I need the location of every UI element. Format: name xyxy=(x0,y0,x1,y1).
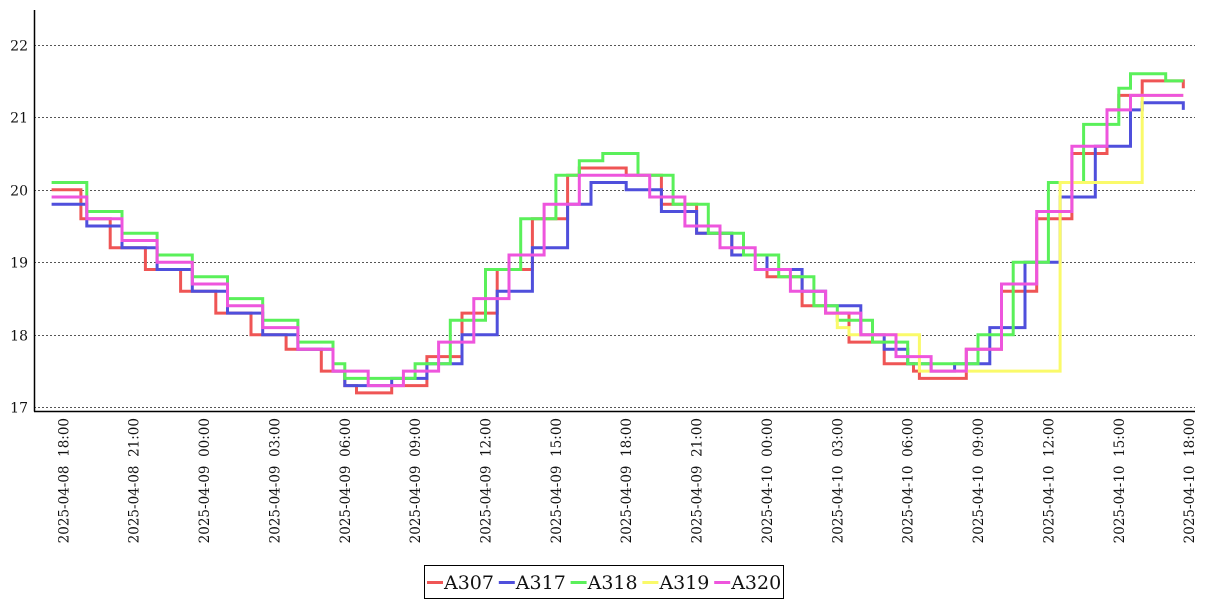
x-tick-label: 2025-04-08 18:00 xyxy=(56,418,72,543)
x-tick-label: 2025-04-10 00:00 xyxy=(760,418,776,543)
legend-label-a317: A317 xyxy=(515,572,566,594)
x-tick-label: 2025-04-10 09:00 xyxy=(971,418,987,543)
x-tick-label: 2025-04-10 03:00 xyxy=(830,418,846,543)
axes xyxy=(33,10,1195,413)
legend-label-a307: A307 xyxy=(443,572,494,594)
legend: A307 A317 A318 A319 A320 xyxy=(424,565,784,599)
x-tick-label: 2025-04-09 12:00 xyxy=(479,418,495,543)
y-tick-label: 18 xyxy=(10,329,28,345)
x-tick-label: 2025-04-09 09:00 xyxy=(408,418,424,543)
x-tick-label: 2025-04-10 15:00 xyxy=(1112,418,1128,543)
y-tick-labels: 17 18 19 20 21 22 xyxy=(10,39,28,417)
y-tick-label: 21 xyxy=(10,111,28,127)
y-tick-label: 19 xyxy=(10,256,28,272)
x-tick-label: 2025-04-10 12:00 xyxy=(1041,418,1057,543)
y-tick-label: 20 xyxy=(10,184,28,200)
x-tick-label: 2025-04-09 03:00 xyxy=(267,418,283,543)
legend-label-a319: A319 xyxy=(658,572,709,594)
x-tick-label: 2025-04-09 00:00 xyxy=(197,418,213,543)
legend-label-a318: A318 xyxy=(587,572,638,594)
x-tick-label: 2025-04-10 18:00 xyxy=(1182,418,1198,543)
x-tick-label: 2025-04-09 18:00 xyxy=(619,418,635,543)
y-tick-label: 22 xyxy=(10,39,28,55)
y-tick-label: 17 xyxy=(10,401,28,417)
x-tick-label: 2025-04-09 21:00 xyxy=(690,418,706,543)
x-tick-labels: 2025-04-08 18:00 2025-04-08 21:00 2025-04-… xyxy=(56,418,1198,543)
x-tick-label: 2025-04-10 06:00 xyxy=(901,418,917,543)
series-line-a317 xyxy=(51,101,1185,388)
grid-lines xyxy=(34,45,1195,408)
x-tick-label: 2025-04-09 15:00 xyxy=(549,418,565,543)
series-line-a319 xyxy=(825,93,1184,373)
series-line-a307 xyxy=(51,79,1185,395)
series-line-a318 xyxy=(51,72,1184,380)
series-lines xyxy=(51,72,1185,395)
x-tick-label: 2025-04-09 06:00 xyxy=(338,418,354,543)
series-line-a320 xyxy=(51,93,1184,388)
x-tick-label: 2025-04-08 21:00 xyxy=(127,418,143,543)
legend-label-a320: A320 xyxy=(730,572,781,594)
